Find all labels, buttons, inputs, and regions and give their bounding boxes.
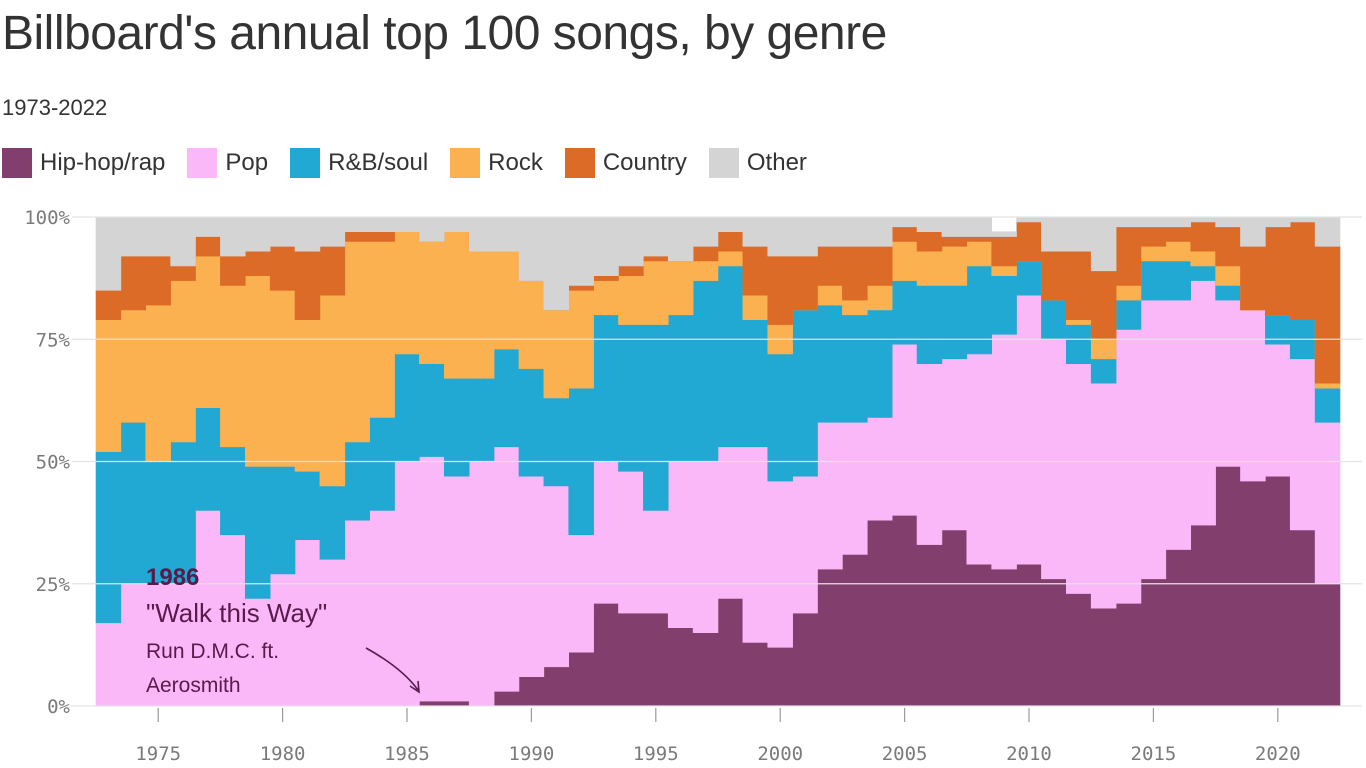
chart-subtitle: 1973-2022 — [2, 95, 108, 120]
legend-swatch-pop — [187, 148, 218, 178]
legend-item-rock: Rock — [450, 148, 543, 178]
annotation-artist-line1: Run D.M.C. ft. — [146, 640, 279, 663]
legend-swatch-other — [708, 148, 739, 178]
annotation-arrowhead — [409, 680, 420, 694]
gridlines — [72, 216, 1362, 707]
y-tick-label: 75% — [36, 329, 71, 351]
x-tick-label: 1975 — [135, 743, 181, 765]
legend-swatch-country — [564, 148, 595, 178]
legend-swatch-rock — [450, 148, 481, 178]
annotation-song: "Walk this Way" — [146, 598, 327, 628]
annotation-artist-line2: Aerosmith — [146, 674, 241, 697]
legend-label-rock: Rock — [488, 149, 543, 176]
legend-label-hiphop: Hip-hop/rap — [40, 149, 166, 176]
legend-item-pop: Pop — [187, 148, 268, 178]
legend-label-country: Country — [602, 149, 687, 176]
y-tick-label: 50% — [36, 452, 71, 474]
chart-title: Billboard's annual top 100 songs, by gen… — [2, 7, 887, 60]
x-tick-label: 2005 — [882, 743, 928, 765]
legend-label-rnb: R&B/soul — [328, 149, 429, 176]
x-tick-label: 1985 — [384, 743, 430, 765]
legend: Hip-hop/rap Pop R&B/soul Rock Country Ot… — [2, 146, 829, 180]
legend-label-other: Other — [746, 149, 807, 176]
area-layers — [95, 216, 1341, 707]
annotation-year: 1986 — [146, 564, 199, 591]
y-tick-label: 100% — [24, 207, 70, 229]
legend-swatch-hiphop — [2, 148, 32, 178]
x-tick-label: 1995 — [633, 743, 679, 765]
y-tick-label: 25% — [36, 574, 71, 596]
y-tick-label: 0% — [47, 696, 70, 718]
x-tick-label: 2000 — [757, 743, 803, 765]
x-tick-label: 2010 — [1006, 743, 1052, 765]
x-tick-label: 1990 — [509, 743, 555, 765]
legend-swatch-rnb — [290, 148, 321, 178]
x-tick-label: 1980 — [260, 743, 306, 765]
x-axis: 1975 1980 1985 1990 1995 2000 2005 2010 2015 2020 — [135, 708, 1301, 765]
legend-item-country: Country — [564, 148, 687, 178]
annotation-arrow — [365, 647, 419, 691]
annotation-1986: 1986 "Walk this Way" Run D.M.C. ft. Aero… — [146, 564, 420, 697]
x-tick-label: 2015 — [1131, 743, 1177, 765]
legend-item-other: Other — [708, 148, 807, 178]
legend-label-pop: Pop — [225, 149, 269, 176]
legend-item-hiphop: Hip-hop/rap — [2, 148, 165, 178]
x-tick-label: 2020 — [1255, 743, 1301, 765]
y-axis: 0% 25% 50% 75% 100% — [24, 207, 70, 718]
legend-item-rnb: R&B/soul — [290, 148, 428, 178]
